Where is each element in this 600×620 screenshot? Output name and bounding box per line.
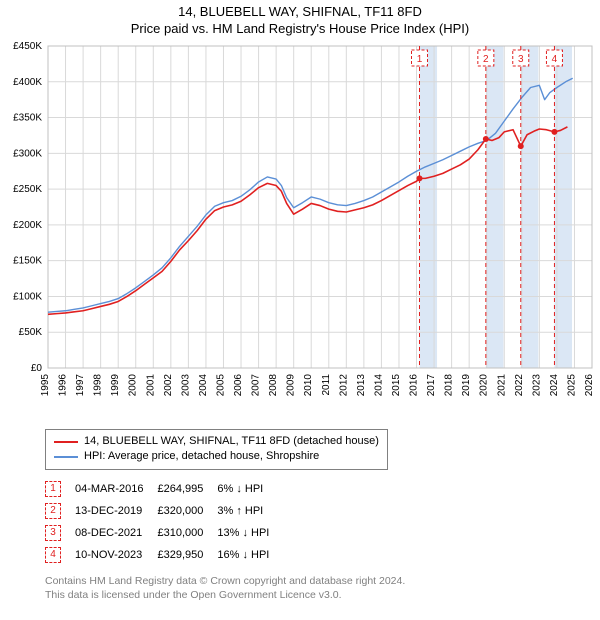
svg-text:£150K: £150K <box>13 256 42 267</box>
svg-text:1996: 1996 <box>58 374 69 397</box>
page-title-1: 14, BLUEBELL WAY, SHIFNAL, TF11 8FD <box>0 4 600 19</box>
svg-text:£0: £0 <box>31 363 43 374</box>
svg-text:2024: 2024 <box>549 374 560 397</box>
svg-text:£300K: £300K <box>13 148 42 159</box>
svg-text:2016: 2016 <box>409 374 420 397</box>
svg-text:2000: 2000 <box>128 374 139 397</box>
legend-swatch-1 <box>54 441 78 443</box>
svg-text:2001: 2001 <box>145 374 156 397</box>
sale-date: 10-NOV-2023 <box>75 544 157 566</box>
footer-line-1: Contains HM Land Registry data © Crown c… <box>45 574 590 588</box>
svg-text:2022: 2022 <box>514 374 525 397</box>
sale-price: £320,000 <box>157 500 217 522</box>
svg-text:2025: 2025 <box>566 374 577 397</box>
legend-swatch-2 <box>54 456 78 458</box>
svg-text:2007: 2007 <box>251 374 262 397</box>
table-row: 4 10-NOV-2023£329,95016% ↓ HPI <box>45 544 283 566</box>
svg-text:2015: 2015 <box>391 374 402 397</box>
svg-text:2002: 2002 <box>163 374 174 397</box>
chart: £0 £50K £100K £150K £200K £250K £300K £350K £400… <box>0 38 600 423</box>
svg-text:2021: 2021 <box>496 374 507 397</box>
svg-text:2020: 2020 <box>479 374 490 397</box>
legend: 14, BLUEBELL WAY, SHIFNAL, TF11 8FD (det… <box>45 429 388 470</box>
svg-text:2003: 2003 <box>180 374 191 397</box>
sale-delta: 6% ↓ HPI <box>217 478 283 500</box>
svg-text:4: 4 <box>552 54 558 65</box>
svg-text:2010: 2010 <box>303 374 314 397</box>
svg-text:2018: 2018 <box>444 374 455 397</box>
footer-line-2: This data is licensed under the Open Gov… <box>45 588 590 602</box>
svg-text:£350K: £350K <box>13 113 42 124</box>
sale-marker: 1 <box>45 481 61 497</box>
svg-text:3: 3 <box>518 54 524 65</box>
svg-text:1999: 1999 <box>110 374 121 397</box>
svg-text:2009: 2009 <box>286 374 297 397</box>
legend-label-2: HPI: Average price, detached house, Shro… <box>84 449 319 464</box>
sale-delta: 16% ↓ HPI <box>217 544 283 566</box>
svg-text:2023: 2023 <box>531 374 542 397</box>
svg-text:2011: 2011 <box>321 374 332 396</box>
svg-text:£50K: £50K <box>19 327 43 338</box>
svg-text:£450K: £450K <box>13 41 42 52</box>
sale-price: £310,000 <box>157 522 217 544</box>
svg-text:2026: 2026 <box>584 374 595 397</box>
sale-date: 13-DEC-2019 <box>75 500 157 522</box>
table-row: 1 04-MAR-2016£264,9956% ↓ HPI <box>45 478 283 500</box>
sale-marker: 2 <box>45 503 61 519</box>
sale-delta: 13% ↓ HPI <box>217 522 283 544</box>
page-title-2: Price paid vs. HM Land Registry's House … <box>0 21 600 36</box>
table-row: 2 13-DEC-2019£320,0003% ↑ HPI <box>45 500 283 522</box>
sale-price: £264,995 <box>157 478 217 500</box>
svg-text:2012: 2012 <box>338 374 349 397</box>
svg-text:2008: 2008 <box>268 374 279 397</box>
legend-label-1: 14, BLUEBELL WAY, SHIFNAL, TF11 8FD (det… <box>84 434 379 449</box>
svg-text:2005: 2005 <box>215 374 226 397</box>
svg-text:£400K: £400K <box>13 77 42 88</box>
svg-text:2017: 2017 <box>426 374 437 397</box>
svg-text:£200K: £200K <box>13 220 42 231</box>
svg-text:2004: 2004 <box>198 374 209 397</box>
svg-text:2006: 2006 <box>233 374 244 397</box>
svg-text:1: 1 <box>417 54 423 65</box>
svg-text:2019: 2019 <box>461 374 472 397</box>
footer: Contains HM Land Registry data © Crown c… <box>45 574 590 602</box>
table-row: 3 08-DEC-2021£310,00013% ↓ HPI <box>45 522 283 544</box>
sale-marker: 4 <box>45 547 61 563</box>
svg-text:2013: 2013 <box>356 374 367 397</box>
sale-date: 04-MAR-2016 <box>75 478 157 500</box>
sales-table: 1 04-MAR-2016£264,9956% ↓ HPI 2 13-DEC-2019… <box>45 478 590 566</box>
svg-text:1997: 1997 <box>75 374 86 397</box>
svg-text:2014: 2014 <box>373 374 384 397</box>
sale-marker: 3 <box>45 525 61 541</box>
svg-text:£250K: £250K <box>13 184 42 195</box>
sale-delta: 3% ↑ HPI <box>217 500 283 522</box>
svg-text:£100K: £100K <box>13 291 42 302</box>
svg-text:1998: 1998 <box>93 374 104 397</box>
svg-text:2: 2 <box>483 54 489 65</box>
sale-date: 08-DEC-2021 <box>75 522 157 544</box>
svg-text:1995: 1995 <box>40 374 51 397</box>
sale-price: £329,950 <box>157 544 217 566</box>
